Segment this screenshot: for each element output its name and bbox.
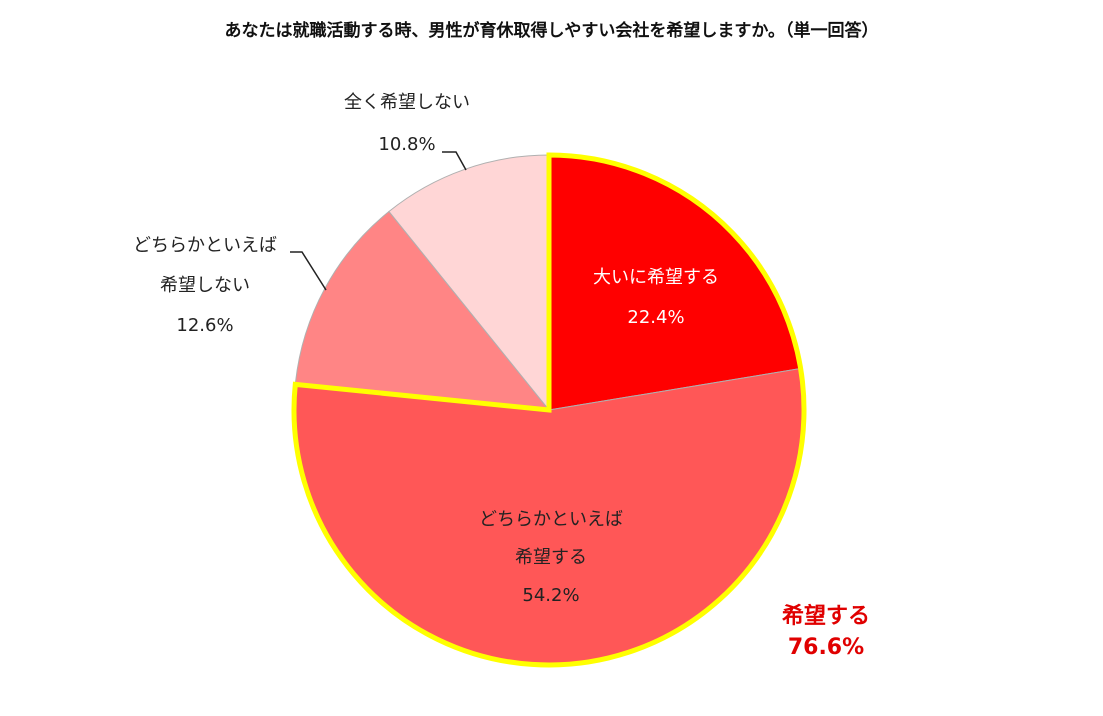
slice <box>388 154 550 412</box>
leader-line <box>290 251 327 291</box>
category-label: 全く希望しない <box>344 92 470 113</box>
slice-label: どちらかといえば 希望しない 12.6% <box>133 226 277 346</box>
slice-label: 大いに希望する 22.4% <box>593 258 719 338</box>
category-label: どちらかといえば 希望する <box>479 509 623 568</box>
annotation-text: 希望する <box>781 604 871 629</box>
category-label: 大いに希望する <box>593 267 719 288</box>
value-label: 12.6% <box>176 315 234 336</box>
category-label: どちらかといえば 希望しない <box>133 235 277 296</box>
value-label: 22.4% <box>627 307 685 328</box>
leader-line <box>442 151 467 171</box>
slice-label: どちらかといえば 希望する 54.2% <box>479 501 623 615</box>
value-label: 54.2% <box>522 585 580 606</box>
highlight-outline <box>291 152 807 668</box>
annotation-value: 76.6% <box>787 635 865 660</box>
slice-label: 全く希望しない 10.8% <box>344 82 470 166</box>
annotation: 希望する 76.6% <box>782 601 870 663</box>
chart-title: あなたは就職活動する時、男性が育休取得しやすい会社を希望しますか。（単一回答） <box>224 21 879 41</box>
value-label: 10.8% <box>378 134 436 155</box>
